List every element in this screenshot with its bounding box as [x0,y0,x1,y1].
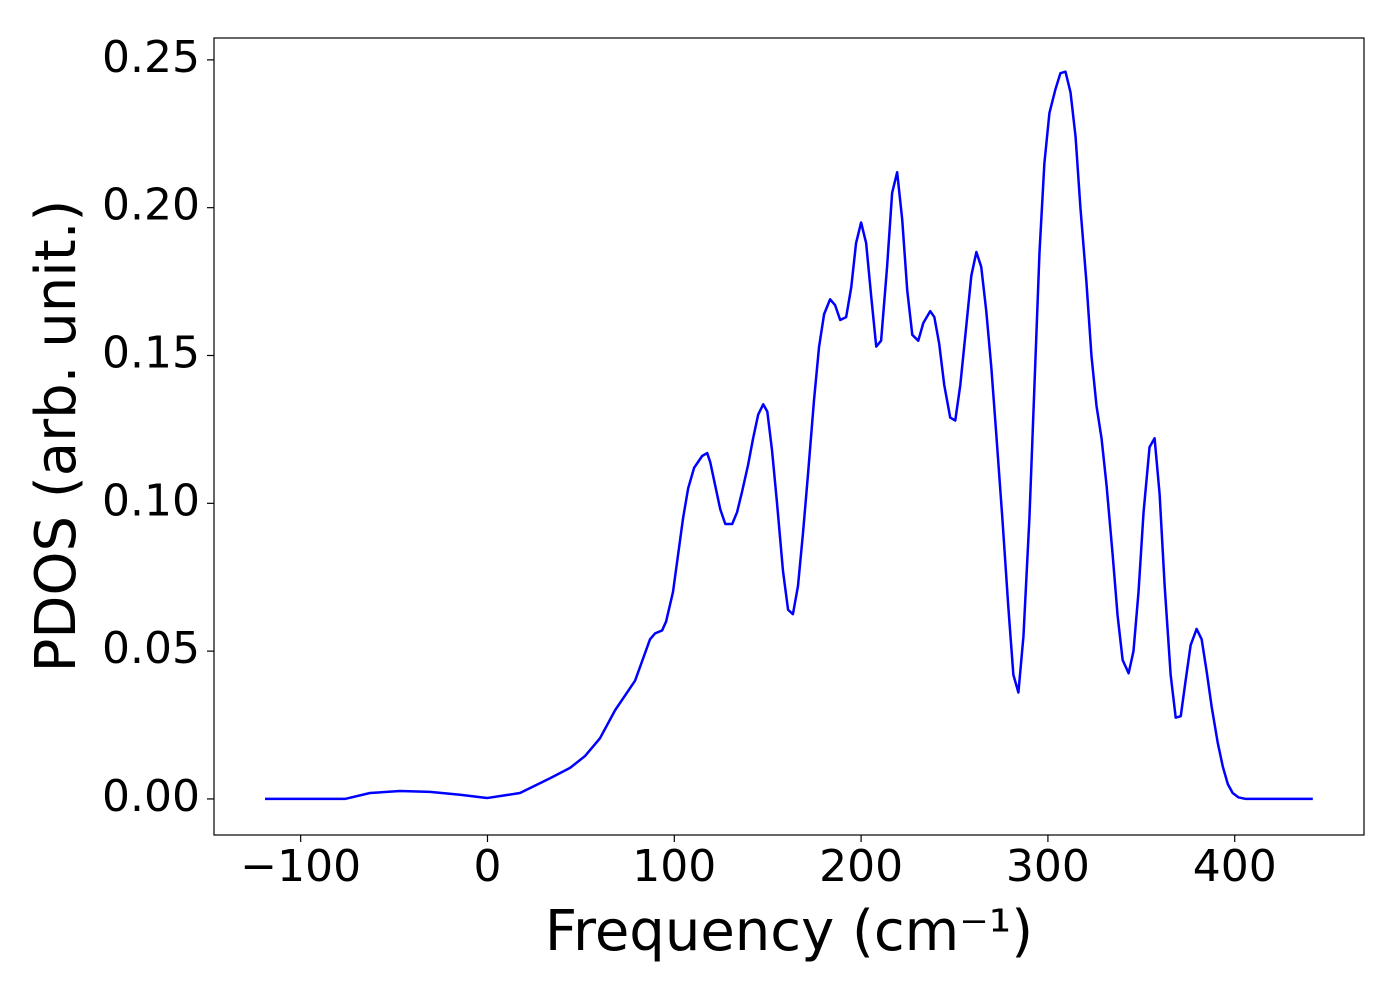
y-tick-label: 0.05 [102,623,200,674]
plot-frame [213,37,1365,836]
y-axis-label: PDOS (arb. unit.) [24,200,89,673]
x-tick-label: 0 [473,841,501,892]
y-tick-label: 0.20 [102,180,200,231]
x-tick-label: 400 [1193,841,1277,892]
x-tick-label: −100 [240,841,361,892]
x-tick-label: 100 [632,841,716,892]
x-tick-label: 200 [819,841,903,892]
y-tick-label: 0.25 [102,32,200,83]
x-tick-label: 300 [1006,841,1090,892]
pdos-line [265,70,1313,801]
x-axis-label: Frequency (cm⁻¹) [545,899,1033,964]
y-tick-label: 0.10 [102,475,200,526]
y-tick-label: 0.00 [102,771,200,822]
y-tick-label: 0.15 [102,327,200,378]
